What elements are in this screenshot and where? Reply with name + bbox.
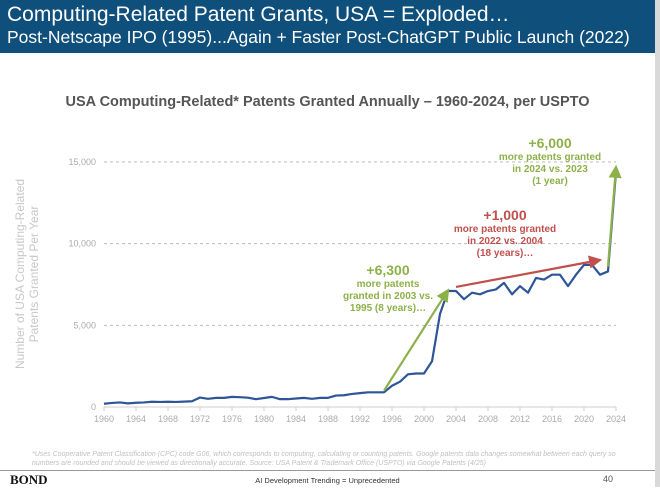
y-tick-label: 10,000 (68, 239, 96, 249)
x-tick-label: 1984 (286, 414, 306, 424)
annotation-value: +1,000 (440, 207, 570, 224)
annotation-text: 1995 (8 years)… (318, 303, 458, 315)
x-tick-label: 1964 (126, 414, 146, 424)
x-tick-label: 2024 (606, 414, 626, 424)
page-number: 40 (603, 474, 613, 484)
x-tick-label: 2000 (414, 414, 434, 424)
annotation-text: (1 year) (485, 176, 615, 188)
x-tick-label: 2012 (510, 414, 530, 424)
annotation-value: +6,000 (485, 135, 615, 152)
annotation-text: more patents (318, 279, 458, 291)
x-tick-label: 1972 (190, 414, 210, 424)
x-tick-label: 1992 (350, 414, 370, 424)
annotation-text: (18 years)… (440, 248, 570, 260)
annotation-text: in 2022 vs. 2004 (440, 236, 570, 248)
y-tick-label: 5,000 (73, 320, 96, 330)
annotation-text: more patents granted (440, 224, 570, 236)
annotation-text: more patents granted (485, 152, 615, 164)
x-tick-label: 1980 (254, 414, 274, 424)
annotation-value: +6,300 (318, 262, 458, 279)
footer-center-text: AI Development Trending = Unprecedented (0, 476, 655, 485)
x-tick-label: 1976 (222, 414, 242, 424)
annotation-2022: +1,000 more patents granted in 2022 vs. … (440, 207, 570, 260)
x-tick-label: 1968 (158, 414, 178, 424)
x-tick-label: 2004 (446, 414, 466, 424)
y-tick-label: 0 (91, 402, 96, 412)
footnote: *Uses Cooperative Patent Classification … (32, 450, 622, 468)
footer-divider (0, 470, 655, 471)
x-tick-label: 1996 (382, 414, 402, 424)
annotation-text: in 2024 vs. 2023 (485, 164, 615, 176)
x-tick-label: 1960 (94, 414, 114, 424)
x-tick-label: 2020 (574, 414, 594, 424)
x-tick-label: 1988 (318, 414, 338, 424)
annotation-2024: +6,000 more patents granted in 2024 vs. … (485, 135, 615, 188)
x-tick-label: 2016 (542, 414, 562, 424)
y-tick-label: 15,000 (68, 157, 96, 167)
annotation-text: granted in 2003 vs. (318, 291, 458, 303)
annotation-2003: +6,300 more patents granted in 2003 vs. … (318, 262, 458, 315)
x-tick-label: 2008 (478, 414, 498, 424)
